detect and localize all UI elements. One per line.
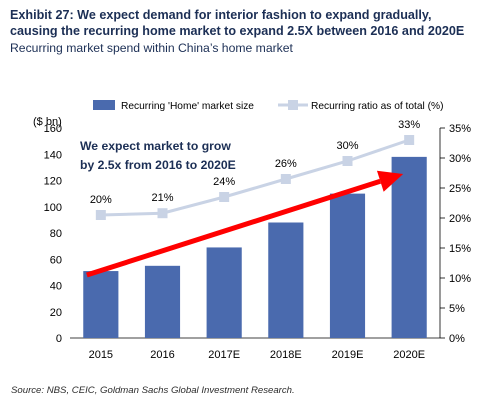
ratio-data-label: 24% [213,176,235,188]
bar [206,247,242,338]
y2-tick-label: 15% [449,243,471,255]
chart-subtitle: Recurring market spend within China’s ho… [10,41,293,55]
x-tick-label: 2016 [150,349,174,361]
y2-tick-label: 10% [449,273,471,285]
ratio-marker [404,135,415,145]
y2-tick-label: 5% [449,303,465,315]
ratio-data-label: 20% [90,194,112,206]
y-tick-label: 140 [44,149,62,161]
y-tick-label: 160 [44,123,62,135]
x-tick-label: 2020E [393,349,425,361]
y-tick-label: 120 [44,176,62,188]
y-tick-label: 60 [50,254,62,266]
annotation-line2: by 2.5x from 2016 to 2020E [80,158,236,172]
chart-title-line1: Exhibit 27: We expect demand for interio… [10,8,432,22]
x-tick-label: 2015 [89,349,113,361]
ratio-marker [280,174,291,184]
chart-panel: Recurring 'Home' market size Recurring r… [8,70,495,378]
source-note: Source: NBS, CEIC, Goldman Sachs Global … [11,385,295,396]
ratio-data-label: 26% [275,158,297,170]
chart-title: Exhibit 27: We expect demand for interio… [10,7,496,39]
y-tick-label: 80 [50,228,62,240]
growth-arrow-head [376,170,404,192]
x-tick-label: 2018E [270,349,302,361]
plot-area: 0 20 40 60 80 100 120 140 160 0% 5% 10% 15% 20% 25% 30%… [44,119,472,361]
y-axis-unit-label: ($ bn) [33,116,62,128]
ratio-marker [157,208,168,219]
legend-bar-label: Recurring 'Home' market size [121,101,254,112]
ratio-marker [95,210,106,220]
ratio-marker [342,156,353,166]
y2-tick-label: 25% [449,183,471,195]
y2-tick-label: 35% [449,123,471,135]
chart-legend: Recurring 'Home' market size Recurring r… [93,100,444,112]
bar [329,193,366,338]
chart-title-line2: causing the recurring home market to exp… [10,24,465,38]
growth-arrow-shaft [86,178,382,278]
growth-annotation: We expect market to grow by 2.5x from 20… [80,139,236,172]
y2-tick-label: 0% [449,333,465,345]
x-tick-label: 2017E [208,349,240,361]
bar [144,265,181,338]
bar [268,222,304,338]
y-tick-label: 100 [44,202,62,214]
y2-tick-label: 30% [449,153,471,165]
ratio-marker [219,192,230,202]
ratio-data-label: 30% [336,140,358,152]
annotation-line1: We expect market to grow [80,139,231,153]
bar [391,156,427,338]
chart-svg: Recurring 'Home' market size Recurring r… [33,100,472,361]
legend-bar-swatch [93,100,115,110]
bar [83,271,119,338]
y-tick-label: 0 [56,333,62,345]
y-tick-label: 20 [50,307,62,319]
legend-line-marker [288,100,298,110]
ratio-line [100,138,410,217]
legend-line-label: Recurring ratio as of total (%) [311,101,444,112]
x-tick-label: 2019E [332,349,364,361]
ratio-data-label: 21% [151,192,173,204]
y-tick-label: 40 [50,281,62,293]
y2-tick-label: 20% [449,213,471,225]
ratio-data-label: 33% [398,119,420,131]
